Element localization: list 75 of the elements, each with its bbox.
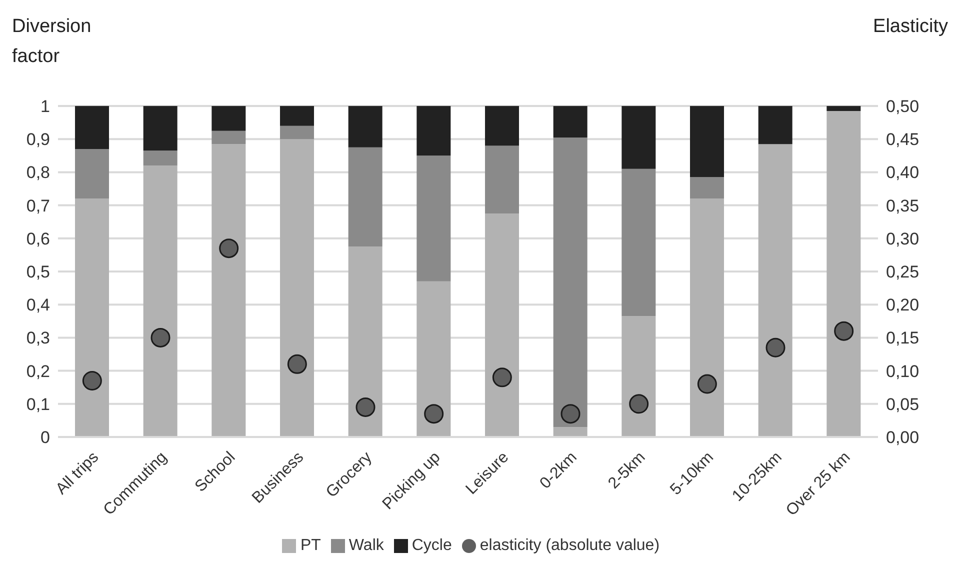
y2-tick-label: 0,40 — [886, 163, 920, 182]
bar — [690, 198, 724, 437]
point — [219, 238, 239, 258]
y-tick-label: 0,6 — [26, 229, 50, 248]
y-tick-label: 0,3 — [26, 328, 50, 348]
bar — [212, 130, 246, 144]
point — [356, 397, 376, 417]
bar — [826, 110, 861, 437]
point — [287, 354, 307, 374]
y-tick-label: 0,1 — [26, 394, 50, 414]
y-tick-label: 0,7 — [26, 196, 50, 216]
bar — [416, 106, 451, 156]
bar — [553, 137, 588, 428]
bar — [280, 106, 314, 126]
x-tick-label: All trips — [52, 448, 102, 498]
y2-tick-label: 0,10 — [886, 362, 920, 381]
y2-tick-label: 0,20 — [886, 296, 920, 315]
point — [82, 370, 102, 390]
point — [560, 404, 580, 424]
y-axis-title: Diversion factor — [12, 15, 92, 69]
y2-tick-label: 0,50 — [886, 97, 920, 116]
bar — [348, 246, 382, 437]
bar — [75, 149, 109, 199]
y2-tick-label: 0,45 — [886, 130, 920, 150]
bar — [485, 214, 519, 437]
bar — [280, 139, 314, 437]
bar — [212, 106, 246, 131]
point — [766, 338, 786, 358]
bar — [485, 146, 519, 214]
bar — [622, 106, 656, 169]
bar — [826, 106, 861, 111]
y2-tick-label: 0,30 — [886, 229, 920, 248]
y-tick-label: 0,2 — [26, 362, 50, 381]
y2-axis-title: Elasticity — [873, 15, 948, 39]
bar — [758, 144, 792, 437]
bar — [280, 126, 314, 140]
bar — [416, 281, 451, 437]
point — [629, 394, 649, 414]
point — [492, 368, 512, 388]
point — [697, 374, 717, 394]
bar — [690, 177, 724, 199]
y-tick-label: 0,5 — [26, 262, 50, 282]
bar — [143, 166, 178, 437]
bar — [690, 106, 724, 178]
bar — [758, 106, 792, 144]
bar — [143, 106, 178, 151]
point — [834, 321, 854, 341]
y-tick-label: 0 — [40, 428, 50, 448]
bar — [622, 168, 656, 316]
point — [424, 404, 444, 424]
y-tick-label: 1 — [40, 97, 50, 116]
point — [150, 328, 170, 348]
y2-tick-label: 0,15 — [886, 328, 920, 348]
bar — [622, 316, 656, 437]
bar — [212, 144, 246, 437]
bar — [553, 106, 588, 138]
bar — [416, 156, 451, 282]
bar — [75, 106, 109, 150]
bar — [348, 106, 382, 148]
bar — [143, 150, 178, 166]
y-tick-label: 0,8 — [26, 163, 50, 182]
legend-label: PT — [300, 537, 321, 554]
bar — [553, 427, 588, 437]
bar — [348, 147, 382, 247]
y2-tick-label: 0,35 — [886, 196, 920, 216]
legend-label: Walk — [348, 537, 384, 554]
y2-tick-label: 0,05 — [886, 394, 920, 414]
y-tick-label: 0,4 — [26, 296, 50, 315]
y2-tick-label: 0,00 — [886, 428, 920, 448]
y2-tick-label: 0,25 — [886, 262, 920, 282]
legend-label: elasticity (absolute value) — [480, 537, 660, 554]
bar — [75, 198, 109, 437]
legend-label: Cycle — [412, 537, 452, 554]
bar — [485, 106, 519, 146]
y-tick-label: 0,9 — [26, 130, 50, 150]
